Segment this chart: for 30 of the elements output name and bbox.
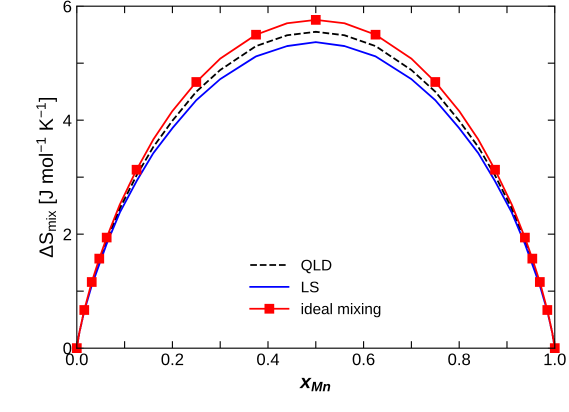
x-axis-title: x$_{Mn}$ bbox=[299, 378, 330, 392]
y-tick-label: 0 bbox=[63, 342, 72, 354]
point bbox=[490, 164, 500, 175]
point bbox=[534, 277, 545, 287]
point bbox=[191, 77, 202, 87]
point bbox=[132, 164, 142, 175]
y-tick-label: 2 bbox=[64, 228, 72, 240]
x-tick-label: 1.0 bbox=[544, 353, 566, 366]
point bbox=[102, 232, 112, 242]
x-tick-label: 0.0 bbox=[66, 353, 88, 366]
point bbox=[251, 30, 261, 40]
point bbox=[94, 254, 104, 264]
point bbox=[527, 254, 538, 264]
point bbox=[79, 305, 90, 315]
point bbox=[310, 14, 321, 25]
point bbox=[520, 232, 530, 242]
point bbox=[430, 77, 440, 87]
x-tick-label: 0.6 bbox=[352, 353, 374, 366]
point bbox=[86, 277, 97, 287]
y-axis-title: ΔS$_{mix}$ [J mol$^{−1}$ K$^{−1}$] bbox=[36, 98, 57, 258]
y-tick-label: 6 bbox=[64, 0, 72, 12]
x-tick-label: 0.2 bbox=[161, 353, 184, 366]
x-tick-label: 0.8 bbox=[448, 353, 470, 366]
legend-label: LS bbox=[302, 282, 319, 292]
point bbox=[370, 30, 380, 40]
legend-label: ideal mixing bbox=[302, 303, 380, 318]
x-tick-label: 0.4 bbox=[257, 353, 280, 366]
y-tick-label: 4 bbox=[63, 114, 72, 126]
point bbox=[542, 305, 552, 315]
legend-label: QLD bbox=[301, 260, 332, 274]
